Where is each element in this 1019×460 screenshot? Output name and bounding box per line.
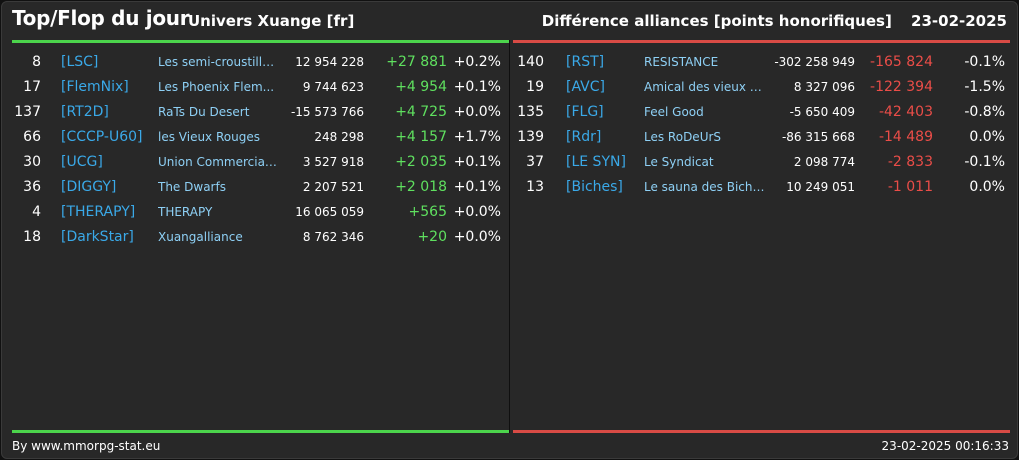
- alliance-name-link[interactable]: The Dwarfs: [158, 180, 226, 194]
- alliance-tag-link[interactable]: [Rdr]: [566, 129, 602, 145]
- alliance-name-link[interactable]: THERAPY: [158, 205, 213, 219]
- top-bottom-bar: [12, 430, 509, 433]
- rank-cell: 137: [14, 104, 41, 120]
- percent-cell: -0.1%: [964, 54, 1005, 70]
- points-cell: 248 298: [314, 130, 364, 144]
- diff-cell: +565: [408, 204, 447, 220]
- diff-cell: +4 725: [395, 104, 447, 120]
- rank-cell: 13: [526, 179, 544, 195]
- alliance-name-link[interactable]: Xuangalliance: [158, 230, 243, 244]
- points-cell: 12 954 228: [295, 55, 364, 69]
- rank-cell: 66: [23, 129, 41, 145]
- percent-cell: +0.1%: [453, 79, 501, 95]
- header-right: Différence alliances [points honorifique…: [542, 12, 1007, 30]
- rank-cell: 36: [23, 179, 41, 195]
- page-title: Top/Flop du jour: [12, 6, 190, 30]
- alliance-name-link[interactable]: RESISTANCE: [644, 55, 719, 69]
- points-cell: 8 327 096: [793, 80, 855, 94]
- points-cell: 16 065 059: [295, 205, 364, 219]
- alliance-name-link[interactable]: Feel Good: [644, 105, 704, 119]
- diff-cell: +4 954: [395, 79, 447, 95]
- percent-cell: +0.1%: [453, 154, 501, 170]
- points-cell: -86 315 668: [781, 130, 855, 144]
- alliance-tag-link[interactable]: [RT2D]: [61, 104, 109, 120]
- percent-cell: +0.0%: [453, 229, 501, 245]
- flop-accent-bar: [513, 40, 1010, 43]
- percent-cell: +0.0%: [453, 204, 501, 220]
- rank-cell: 18: [23, 229, 41, 245]
- footer-credit: By www.mmorpg-stat.eu: [12, 439, 161, 453]
- alliance-tag-link[interactable]: [UCG]: [61, 154, 103, 170]
- diff-cell: -2 833: [887, 154, 933, 170]
- diff-cell: -165 824: [870, 54, 933, 70]
- alliance-tag-link[interactable]: [FlemNix]: [61, 79, 129, 95]
- alliance-tag-link[interactable]: [LE SYN]: [566, 154, 626, 170]
- points-cell: -15 573 766: [290, 105, 364, 119]
- column-divider: [509, 40, 510, 433]
- alliance-name-link[interactable]: Union Commerciale...: [158, 155, 280, 169]
- percent-cell: 0.0%: [969, 129, 1005, 145]
- alliance-tag-link[interactable]: [FLG]: [566, 104, 604, 120]
- alliance-name-link[interactable]: Les RoDeUrS: [644, 130, 722, 144]
- alliance-name-link[interactable]: Les Phoenix Flem...: [158, 80, 275, 94]
- metric-label: Différence alliances [points honorifique…: [541, 12, 892, 30]
- points-cell: 3 527 918: [302, 155, 364, 169]
- alliance-tag-link[interactable]: [RST]: [566, 54, 605, 70]
- points-cell: 9 744 623: [302, 80, 364, 94]
- flop-bottom-bar: [513, 430, 1010, 433]
- points-cell: -5 650 409: [789, 105, 855, 119]
- alliance-tag-link[interactable]: [DIGGY]: [61, 179, 117, 195]
- diff-cell: +2 018: [395, 179, 447, 195]
- rank-cell: 139: [517, 129, 544, 145]
- percent-cell: +1.7%: [453, 129, 501, 145]
- alliance-tag-link[interactable]: [THERAPY]: [61, 204, 136, 220]
- percent-cell: -0.1%: [964, 154, 1005, 170]
- rank-cell: 8: [32, 54, 41, 70]
- percent-cell: +0.0%: [453, 104, 501, 120]
- points-cell: 2 098 774: [793, 155, 855, 169]
- diff-cell: -122 394: [870, 79, 933, 95]
- alliance-tag-link[interactable]: [DarkStar]: [61, 229, 134, 245]
- footer-timestamp: 23-02-2025 00:16:33: [881, 439, 1009, 453]
- alliance-name-link[interactable]: les Vieux Rouges: [158, 130, 260, 144]
- alliance-name-link[interactable]: Le Syndicat: [644, 155, 714, 169]
- rank-cell: 19: [526, 79, 544, 95]
- alliance-name-link[interactable]: Amical des vieux co...: [644, 80, 766, 94]
- alliance-name-link[interactable]: Les semi-croustilla...: [158, 55, 280, 69]
- alliance-name-link[interactable]: Le sauna des Biche...: [644, 180, 766, 194]
- universe-label: Univers Xuange [fr]: [188, 12, 355, 30]
- points-cell: 8 762 346: [302, 230, 364, 244]
- alliance-tag-link[interactable]: [AVC]: [566, 79, 605, 95]
- points-cell: 10 249 051: [786, 180, 855, 194]
- alliance-tag-link[interactable]: [Biches]: [566, 179, 623, 195]
- top-accent-bar: [12, 40, 509, 43]
- rank-cell: 140: [517, 54, 544, 70]
- rank-cell: 30: [23, 154, 41, 170]
- alliance-tag-link[interactable]: [LSC]: [61, 54, 99, 70]
- points-cell: -302 258 949: [774, 55, 855, 69]
- percent-cell: 0.0%: [969, 179, 1005, 195]
- alliance-tag-link[interactable]: [CCCP-U60]: [61, 129, 143, 145]
- diff-cell: +4 157: [395, 129, 447, 145]
- percent-cell: -1.5%: [964, 79, 1005, 95]
- percent-cell: +0.2%: [453, 54, 501, 70]
- percent-cell: -0.8%: [964, 104, 1005, 120]
- percent-cell: +0.1%: [453, 179, 501, 195]
- rank-cell: 4: [32, 204, 41, 220]
- alliance-name-link[interactable]: RaTs Du Desert: [158, 105, 250, 119]
- points-cell: 2 207 521: [302, 180, 364, 194]
- diff-cell: +2 035: [395, 154, 447, 170]
- diff-cell: -42 403: [878, 104, 933, 120]
- diff-cell: +27 881: [386, 54, 447, 70]
- rank-cell: 135: [517, 104, 544, 120]
- rank-cell: 37: [526, 154, 544, 170]
- diff-cell: -1 011: [887, 179, 933, 195]
- rank-cell: 17: [23, 79, 41, 95]
- date-label: 23-02-2025: [911, 12, 1007, 30]
- diff-cell: -14 489: [878, 129, 933, 145]
- diff-cell: +20: [417, 229, 447, 245]
